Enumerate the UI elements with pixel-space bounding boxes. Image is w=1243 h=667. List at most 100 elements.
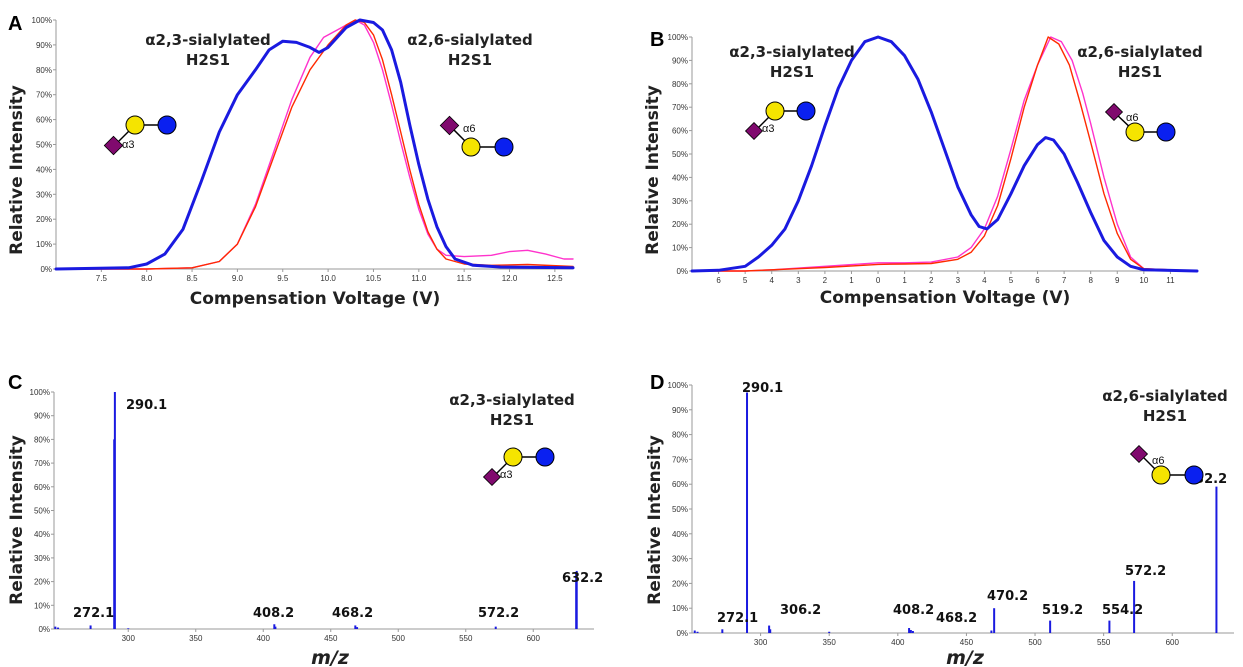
x-tick-label: 5 — [1009, 276, 1014, 285]
y-tick-label: 60% — [672, 127, 688, 136]
glucose-icon — [1156, 122, 1176, 142]
series-group-b — [690, 35, 1199, 273]
y-tick-label: 70% — [672, 455, 688, 464]
y-tick-label: 100% — [30, 388, 50, 397]
glycan-linkage-label: α6 — [1126, 112, 1138, 124]
series-line-b-1 — [691, 36, 1198, 272]
y-tick-label: 90% — [672, 406, 688, 415]
x-tick-label: 9 — [1115, 276, 1120, 285]
y-tick-label: 40% — [672, 173, 688, 182]
peak-label-290-1: 290.1 — [126, 398, 167, 413]
galactose-icon — [503, 447, 523, 467]
x-tick-label: 2 — [823, 276, 828, 285]
y-tick-label: 50% — [672, 505, 688, 514]
series-line-a-1 — [55, 19, 574, 270]
x-tick-label: 12.0 — [502, 274, 518, 283]
galactose-icon — [765, 101, 785, 121]
y-tick-label: 20% — [672, 220, 688, 229]
series-line-b-2 — [691, 36, 1198, 272]
series-line-a-2 — [55, 19, 574, 270]
x-tick-label: 1 — [849, 276, 854, 285]
series-line-a-0 — [54, 18, 575, 271]
panel-b: B 0% 10% 20% 30% 40% 50% 60% 70% 80% 90% 100% 6 5 4 3… — [643, 29, 1203, 308]
y-tick-label: 30% — [672, 197, 688, 206]
sialic-acid-icon — [744, 121, 764, 141]
y-tick-label: 80% — [672, 80, 688, 89]
y-tick-label: 70% — [34, 459, 50, 468]
x-tick-label: 0 — [876, 276, 881, 285]
y-tick-label: 100% — [32, 16, 52, 25]
panel-c: C 0%10%20%30%40%50%60%70%80%90%100% 300 3… — [7, 372, 603, 667]
peak-label-408-2: 408.2 — [893, 603, 934, 618]
x-axis-title-c: m/z — [311, 647, 350, 667]
panel-d: D 0%10%20%30%40%50%60%70%80%90%100% 300 3… — [645, 372, 1234, 667]
glycan-linkage-label: α3 — [500, 469, 512, 481]
x-tick-label: 6 — [1035, 276, 1040, 285]
y-tick-label: 60% — [36, 116, 52, 125]
x-axis-title-b: Compensation Voltage (V) — [820, 288, 1071, 308]
annotation-a-right-line1: α2,6-sialylated — [407, 31, 533, 49]
x-tick-label: 10.5 — [366, 274, 382, 283]
y-tick-label: 30% — [36, 190, 52, 199]
y-tick-label: 60% — [672, 480, 688, 489]
annotation-a-left-line1: α2,3-sialylated — [145, 31, 271, 49]
annotation-b-left-line2: H2S1 — [770, 63, 814, 81]
peak-label-272-1: 272.1 — [73, 606, 114, 621]
y-tick-label: 50% — [672, 150, 688, 159]
y-tick-label: 80% — [36, 66, 52, 75]
glycan-linkage-label: α6 — [1152, 455, 1164, 467]
y-tick-label: 20% — [34, 578, 50, 587]
peak-label-572-2: 572.2 — [1125, 564, 1166, 579]
y-axis-title-b: Relative Intensity — [643, 85, 663, 255]
peak-label-519-2: 519.2 — [1042, 603, 1083, 618]
galactose-icon — [1151, 465, 1171, 485]
glucose-icon — [1184, 465, 1204, 485]
x-tick-label: 2 — [929, 276, 934, 285]
y-tick-label: 100% — [668, 381, 688, 390]
y-tick-label: 80% — [34, 435, 50, 444]
peak-label-290-1: 290.1 — [742, 381, 783, 396]
series-group-a — [54, 18, 575, 271]
x-tick-label: 5 — [743, 276, 748, 285]
x-tick-label: 600 — [527, 634, 541, 643]
y-tick-label: 90% — [672, 56, 688, 65]
x-tick-label: 500 — [392, 634, 406, 643]
x-tick-label: 4 — [982, 276, 987, 285]
x-tick-label: 7.5 — [96, 274, 108, 283]
glycan-linkage-label: α3 — [122, 139, 134, 151]
y-tick-label: 0% — [676, 629, 688, 638]
y-ticks-c: 0% 10% 20% 30% 40% 50% 60% 70% 80% 90% 100% — [30, 388, 54, 634]
annotation-b-right-line1: α2,6-sialylated — [1077, 43, 1203, 61]
x-tick-label: 450 — [960, 638, 974, 647]
y-axis-title-a: Relative Intensity — [7, 85, 27, 255]
peak-label-306-2: 306.2 — [780, 603, 821, 618]
x-tick-label: 550 — [1097, 638, 1111, 647]
y-tick-label: 20% — [672, 579, 688, 588]
x-tick-label: 400 — [257, 634, 271, 643]
y-tick-label: 40% — [34, 530, 50, 539]
peak-label-572-2: 572.2 — [478, 606, 519, 621]
x-tick-label: 11 — [1166, 276, 1175, 285]
x-tick-label: 8.0 — [141, 274, 153, 283]
panel-a: A 0% 10% 20% 30% 40% 50% 60% 70% 80% 90% 100% 7.5 8… — [7, 13, 575, 309]
plot-area-c — [54, 392, 594, 629]
x-axis-title-a: Compensation Voltage (V) — [190, 289, 441, 309]
x-ticks-d: 300 350 400 450 500 550 600 — [754, 633, 1179, 647]
annotation-a-right-line2: H2S1 — [448, 51, 492, 69]
panel-letter-c: C — [8, 372, 22, 394]
series-group-c — [54, 392, 578, 629]
x-tick-label: 7 — [1062, 276, 1067, 285]
series-line-b-0 — [690, 35, 1199, 273]
y-tick-label: 50% — [36, 141, 52, 150]
y-tick-label: 70% — [672, 103, 688, 112]
plot-area-b — [692, 37, 1197, 271]
y-tick-label: 70% — [36, 91, 52, 100]
x-tick-label: 450 — [324, 634, 338, 643]
x-tick-label: 3 — [956, 276, 961, 285]
glucose-icon — [796, 101, 816, 121]
peak-label-468-2: 468.2 — [332, 606, 373, 621]
y-tick-label: 60% — [34, 483, 50, 492]
x-tick-label: 12.5 — [547, 274, 563, 283]
x-tick-label: 500 — [1028, 638, 1042, 647]
